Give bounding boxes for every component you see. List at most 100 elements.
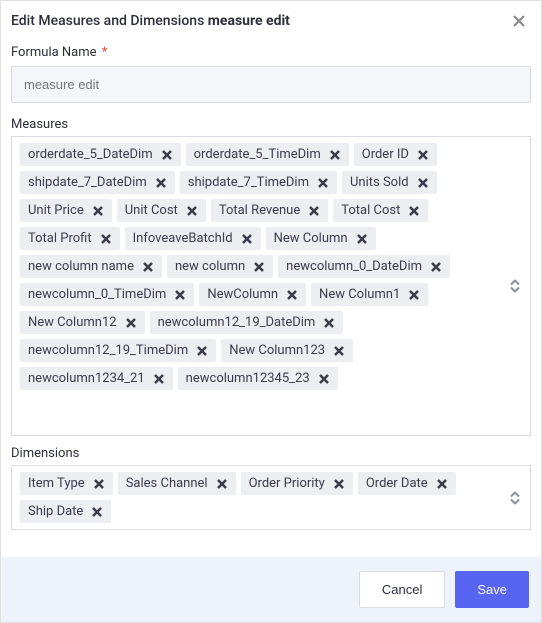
measures-label: Measures: [11, 117, 531, 132]
tag-remove-button[interactable]: [174, 289, 186, 301]
formula-name-input[interactable]: [11, 66, 531, 103]
tag-remove-button[interactable]: [241, 233, 253, 245]
tag-remove-button[interactable]: [333, 345, 345, 357]
remove-icon: [187, 206, 197, 216]
measure-tag: new column name: [20, 255, 162, 278]
tag-label: orderdate_5_DateDim: [28, 147, 153, 162]
remove-icon: [437, 479, 447, 489]
measures-scroll-indicator[interactable]: [510, 280, 522, 293]
dialog-header: Edit Measures and Dimensions measure edi…: [1, 1, 541, 39]
dialog-footer: Cancel Save: [1, 557, 541, 622]
edit-measures-dialog: Edit Measures and Dimensions measure edi…: [0, 0, 542, 623]
tag-label: NewColumn: [207, 287, 278, 302]
tag-label: newcolumn1234_21: [28, 371, 145, 386]
measure-tag: New Column123: [221, 339, 353, 362]
tag-label: orderdate_5_TimeDim: [194, 147, 321, 162]
remove-icon: [418, 150, 428, 160]
tag-remove-button[interactable]: [142, 261, 154, 273]
tag-label: shipdate_7_TimeDim: [188, 175, 309, 190]
tag-label: newcolumn_0_DateDim: [286, 259, 422, 274]
tag-remove-button[interactable]: [323, 317, 335, 329]
tag-label: InfoveaveBatchId: [133, 231, 233, 246]
tag-remove-button[interactable]: [216, 478, 228, 490]
measure-tag: Unit Price: [20, 199, 112, 222]
tag-remove-button[interactable]: [436, 478, 448, 490]
remove-icon: [330, 150, 340, 160]
tag-remove-button[interactable]: [333, 478, 345, 490]
tag-label: New Column1: [319, 287, 400, 302]
remove-icon: [143, 262, 153, 272]
tag-label: Ship Date: [28, 504, 83, 519]
tag-label: Unit Cost: [125, 203, 178, 218]
chevron-down-icon: [510, 287, 520, 293]
dimension-tag: Order Priority: [241, 472, 353, 495]
remove-icon: [217, 479, 227, 489]
title-prefix: Edit Measures and Dimensions: [11, 13, 208, 29]
tag-remove-button[interactable]: [430, 261, 442, 273]
measure-tag: Order ID: [354, 143, 437, 166]
remove-icon: [409, 290, 419, 300]
remove-icon: [409, 206, 419, 216]
measure-tag: Units Sold: [342, 171, 437, 194]
tag-remove-button[interactable]: [286, 289, 298, 301]
close-button[interactable]: [511, 13, 527, 29]
measures-list: orderdate_5_DateDim orderdate_5_TimeDim Or…: [20, 143, 522, 390]
remove-icon: [94, 479, 104, 489]
tag-label: newcolumn12_19_DateDim: [158, 315, 316, 330]
dimension-tag: Sales Channel: [118, 472, 236, 495]
remove-icon: [334, 479, 344, 489]
measure-tag: Total Revenue: [211, 199, 328, 222]
close-icon: [512, 14, 526, 28]
measures-container[interactable]: orderdate_5_DateDim orderdate_5_TimeDim Or…: [11, 136, 531, 436]
tag-remove-button[interactable]: [196, 345, 208, 357]
dimensions-container[interactable]: Item Type Sales ChannelOrder Priority Orde…: [11, 465, 531, 530]
tag-remove-button[interactable]: [408, 289, 420, 301]
tag-label: Item Type: [28, 476, 85, 491]
tag-remove-button[interactable]: [153, 373, 165, 385]
tag-remove-button[interactable]: [186, 205, 198, 217]
measure-tag: New Column1: [311, 283, 428, 306]
tag-label: new column: [175, 259, 245, 274]
tag-label: Total Revenue: [219, 203, 300, 218]
tag-remove-button[interactable]: [318, 373, 330, 385]
tag-remove-button[interactable]: [93, 478, 105, 490]
tag-remove-button[interactable]: [329, 149, 341, 161]
tag-remove-button[interactable]: [125, 317, 137, 329]
tag-remove-button[interactable]: [155, 177, 167, 189]
tag-remove-button[interactable]: [408, 205, 420, 217]
tag-remove-button[interactable]: [308, 205, 320, 217]
tag-remove-button[interactable]: [356, 233, 368, 245]
dimensions-scroll-indicator[interactable]: [510, 491, 522, 504]
measure-tag: newcolumn12_19_TimeDim: [20, 339, 216, 362]
tag-label: New Column12: [28, 315, 117, 330]
tag-remove-button[interactable]: [100, 233, 112, 245]
tag-label: newcolumn12345_23: [186, 371, 310, 386]
tag-remove-button[interactable]: [317, 177, 329, 189]
tag-label: Order Date: [366, 476, 428, 491]
dimensions-list: Item Type Sales ChannelOrder Priority Orde…: [20, 472, 522, 523]
dimension-tag: Ship Date: [20, 500, 111, 523]
tag-remove-button[interactable]: [253, 261, 265, 273]
tag-remove-button[interactable]: [161, 149, 173, 161]
tag-remove-button[interactable]: [91, 506, 103, 518]
remove-icon: [197, 346, 207, 356]
remove-icon: [319, 374, 329, 384]
measure-tag: shipdate_7_TimeDim: [180, 171, 337, 194]
tag-remove-button[interactable]: [417, 177, 429, 189]
measure-tag: newcolumn_0_DateDim: [278, 255, 450, 278]
remove-icon: [334, 346, 344, 356]
tag-remove-button[interactable]: [92, 205, 104, 217]
tag-label: newcolumn12_19_TimeDim: [28, 343, 188, 358]
cancel-button[interactable]: Cancel: [359, 571, 445, 608]
remove-icon: [254, 262, 264, 272]
measure-tag: New Column12: [20, 311, 145, 334]
save-button[interactable]: Save: [455, 571, 529, 608]
remove-icon: [92, 507, 102, 517]
tag-remove-button[interactable]: [417, 149, 429, 161]
remove-icon: [93, 206, 103, 216]
remove-icon: [162, 150, 172, 160]
tag-label: Order ID: [362, 147, 409, 162]
remove-icon: [242, 234, 252, 244]
formula-name-label: Formula Name *: [11, 45, 531, 60]
tag-label: newcolumn_0_TimeDim: [28, 287, 166, 302]
